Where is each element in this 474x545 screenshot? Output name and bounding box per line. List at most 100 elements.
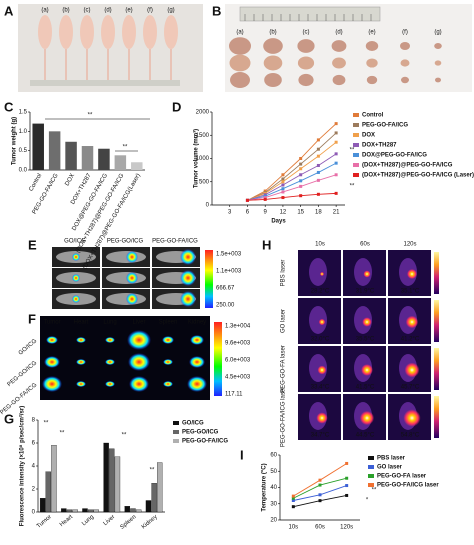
line <box>247 141 337 201</box>
marker <box>299 162 303 166</box>
bar <box>45 471 51 513</box>
tumor <box>332 74 346 86</box>
organ <box>105 359 115 365</box>
annotation: ** <box>122 433 127 439</box>
organ <box>42 376 62 392</box>
organ <box>127 330 151 350</box>
panel-label: A <box>4 3 14 18</box>
temp-label: 32.0°C <box>311 337 330 343</box>
mouse <box>309 354 327 382</box>
marker <box>299 167 303 171</box>
hotspot <box>320 272 324 276</box>
y-tick-label: 50 <box>270 469 277 475</box>
annotation: ** <box>123 145 128 151</box>
col-label: 10s <box>315 242 325 248</box>
legend-swatch <box>353 133 359 137</box>
signal <box>72 274 80 282</box>
bar <box>109 448 115 513</box>
tumor-label: (b) <box>269 30 276 36</box>
bar <box>157 462 163 513</box>
x-tick-label: 18 <box>315 210 322 216</box>
tumor <box>400 42 410 50</box>
bar <box>114 155 127 170</box>
line <box>247 153 337 201</box>
annotation: ** <box>60 431 65 437</box>
y-tick-label: 0 <box>32 510 36 516</box>
mouse <box>59 15 73 49</box>
tumor <box>297 39 315 53</box>
organ <box>76 359 86 365</box>
tumor <box>434 42 442 50</box>
mouse-label: (f) <box>147 8 153 14</box>
col-label: Tumor <box>43 320 60 326</box>
marker <box>318 499 322 503</box>
scale-label: 4.5e+003 <box>225 375 251 381</box>
organ <box>190 335 204 345</box>
marker <box>334 152 338 156</box>
marker <box>316 163 320 167</box>
mouse <box>354 258 372 286</box>
y-tick-label: 1500 <box>196 133 210 139</box>
line <box>247 174 337 201</box>
mouse <box>164 15 178 49</box>
bar <box>39 498 46 513</box>
bar <box>151 483 157 513</box>
tumor <box>298 73 314 87</box>
temp-label: 35.5°C <box>356 337 375 343</box>
col-label: 60s <box>360 242 370 248</box>
signal <box>126 272 138 284</box>
x-tick-label: 3 <box>228 210 232 216</box>
legend-swatch <box>353 163 359 167</box>
colorbar <box>214 322 222 396</box>
scale-label: 250.00 <box>216 303 235 309</box>
annotation: ** <box>150 468 155 474</box>
panel-label: H <box>262 237 271 252</box>
row-label: GO/ICG <box>18 338 39 357</box>
colorbar <box>434 348 439 390</box>
bar <box>51 445 57 513</box>
colorbar <box>434 300 439 342</box>
marker <box>281 177 285 181</box>
x-tick-label: DOX <box>64 173 76 187</box>
hotspot <box>317 365 327 375</box>
signal <box>72 295 80 303</box>
mouse-label: (g) <box>167 8 174 14</box>
x-tick-label: Heart <box>59 514 74 528</box>
col-label: Lung <box>103 320 116 326</box>
x-axis-label: Days <box>271 219 286 225</box>
tumor <box>263 38 283 54</box>
legend-swatch <box>353 153 359 157</box>
y-tick-label: 2000 <box>196 110 210 116</box>
bar <box>65 141 77 170</box>
hotspot <box>403 409 421 427</box>
mouse <box>122 15 136 49</box>
bar <box>48 131 61 170</box>
temp-label: 33.4°C <box>311 385 330 391</box>
marker <box>291 499 295 502</box>
organ <box>105 337 115 343</box>
y-tick-label: 20 <box>270 518 277 524</box>
mouse-label: (b) <box>62 8 69 14</box>
marker <box>334 161 338 165</box>
panel-label: G <box>4 411 14 426</box>
y-tick-label: 1000 <box>196 156 210 162</box>
bar <box>131 162 143 170</box>
legend-label: PEG-GO-FA/ICG <box>182 439 228 445</box>
signal <box>72 253 80 261</box>
marker <box>345 484 349 488</box>
tumor <box>229 37 251 55</box>
y-axis-label: Fluorescence intensity (×10⁸ p/sec/cm²/s… <box>19 406 26 526</box>
legend-swatch <box>173 439 179 443</box>
scale-label: 117.11 <box>225 392 243 398</box>
organ <box>76 337 86 343</box>
legend-swatch <box>368 474 374 478</box>
y-tick-label: 60 <box>270 453 277 459</box>
legend-label: PEG-GO-FA/ICG laser <box>377 483 439 489</box>
panel-label: I <box>240 447 244 462</box>
row-label: PEG-GO-FA laser <box>281 345 287 393</box>
scale-label: 6.0e+003 <box>225 358 251 364</box>
annotation: ** <box>350 184 355 190</box>
tumor <box>229 54 251 72</box>
x-tick-label: 6 <box>246 210 250 216</box>
